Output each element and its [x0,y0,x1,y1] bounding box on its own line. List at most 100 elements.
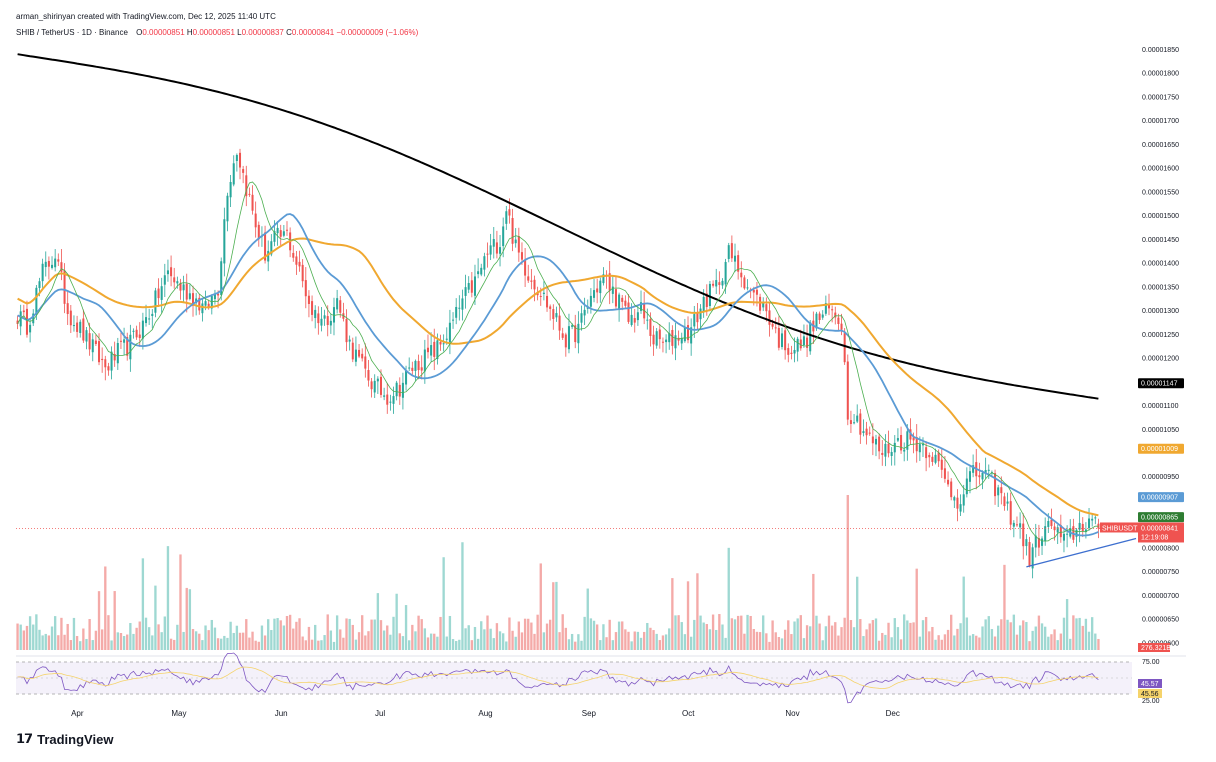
candle-body [342,313,345,319]
volume-bar [567,639,571,650]
candle-body [433,341,436,357]
candle-body [950,481,953,498]
volume-bar [968,635,972,650]
volume-bar [956,628,959,650]
volume-bar [307,626,311,650]
volume-bar [846,495,849,650]
candle-body [163,275,166,285]
volume-bar [229,621,232,650]
volume-bar [220,638,223,650]
candle-body [154,290,157,313]
volume-bar [1075,618,1078,650]
candle-body [640,302,643,311]
candle-body [505,211,508,224]
volume-bar [630,641,633,650]
candle-body [774,327,777,329]
volume-bar [896,627,900,650]
candle-body [658,329,661,340]
candle-body [608,273,611,291]
candle-body [508,209,511,216]
price-axis[interactable]: 0.00001850 0.00001800 0.00001750 0.00001700… [1142,47,1179,705]
candle-body [176,281,179,284]
candle-body [226,195,229,222]
candle-body [1059,525,1062,538]
candle-body [1084,529,1087,533]
volume-bar [799,615,802,650]
candle-body [871,436,874,444]
volume-bar [971,634,975,650]
candle-body [85,330,88,342]
volume-bar [1034,626,1037,650]
candle-body [35,287,38,315]
candle-body [896,438,899,441]
price-tick-label: 0.00001550 [1142,189,1179,196]
volume-bar [113,591,116,650]
candle-body [574,325,577,343]
volume-bar [157,624,160,650]
tradingview-logo[interactable]: 𝟭𝟳 TradingView [16,731,113,747]
candle-body [442,343,445,345]
candle-body [777,327,780,348]
candle-body [445,338,448,340]
volume-bar [495,623,499,650]
volume-bar [1028,641,1031,650]
candle-body [170,267,173,277]
candle-body [752,289,755,293]
volume-bar [862,636,865,650]
volume-bar [790,634,793,650]
price-tick-label: 0.00000650 [1142,617,1179,624]
volume-bar [921,620,925,650]
candle-body [119,340,122,342]
volume-bar [548,619,552,650]
volume-bar [1084,618,1088,650]
volume-bar [533,633,536,650]
volume-bar [859,619,862,650]
volume-bar [1062,617,1066,650]
volume-bar [934,639,937,650]
candle-body [179,282,182,291]
candle-body [364,356,367,369]
volume-bar [169,638,173,650]
candle-body [1062,533,1065,541]
candle-body [373,380,376,393]
candle-body [906,431,909,450]
volume-bar [88,619,91,650]
candle-body [1012,522,1015,527]
candle-body [354,349,357,362]
volume-bar [414,631,417,650]
price-tick-label: 0.00000750 [1142,569,1179,576]
volume-bar [993,636,997,650]
volume-bar [198,633,201,650]
volume-bar [736,615,740,650]
candle-body [693,314,696,327]
volume-bar [768,641,771,650]
volume-bar [182,631,185,650]
candle-body [712,283,715,286]
volume-bar [38,629,41,650]
candle-body [856,415,859,422]
volume-bar [260,625,264,650]
candle-body [483,256,486,270]
price-tick-label: 0.00001250 [1142,332,1179,339]
ma-orange-line [17,237,1099,517]
symbol-legend[interactable]: SHIB / TetherUS · 1D · Binance O0.000008… [16,28,418,37]
candle-body [1019,523,1022,528]
volume-bar [874,618,878,650]
volume-bar [881,632,884,650]
month-label: Aug [478,709,492,718]
volume-bar [1069,638,1072,650]
candle-body [276,227,279,234]
volume-bar [144,617,148,650]
candle-body [818,313,821,321]
candle-body [589,295,592,307]
volume-bar [373,619,376,650]
price-tick-label: 0.00001350 [1142,284,1179,291]
candle-body [76,322,79,332]
volume-bar [100,629,104,650]
candle-body [708,283,711,307]
volume-bar [852,627,856,650]
candle-body [555,313,558,318]
candle-body [495,242,498,254]
time-axis[interactable]: Apr May Jun Jul Aug Sep Oct Nov Dec [71,709,900,718]
